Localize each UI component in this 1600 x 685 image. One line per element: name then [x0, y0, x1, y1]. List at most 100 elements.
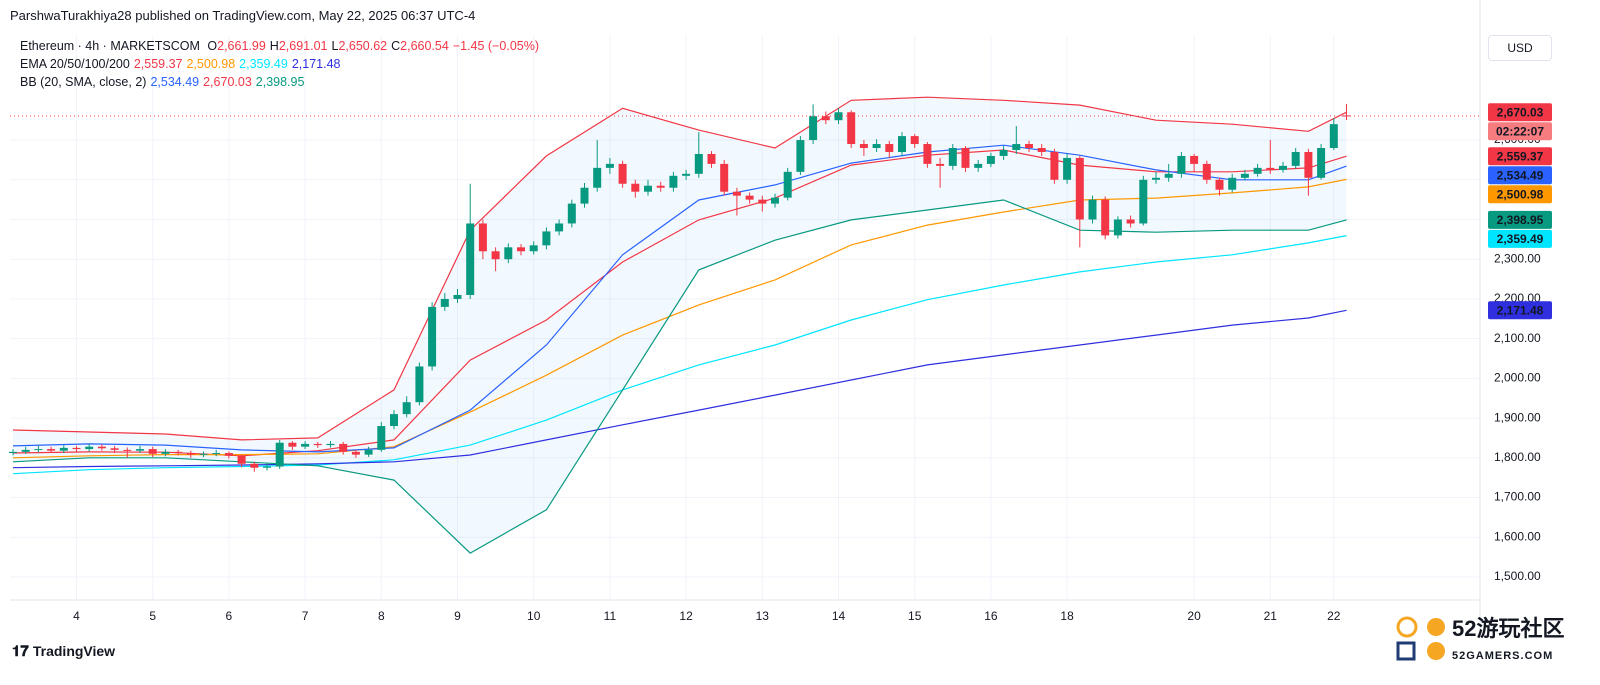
- price-tag: 2,559.37: [1488, 147, 1552, 166]
- price-tag-box: [1488, 147, 1552, 166]
- candle-body: [237, 455, 246, 464]
- candle-body: [72, 447, 81, 450]
- candle-body: [644, 185, 652, 192]
- indicator-value: 2,559.37: [133, 57, 183, 71]
- change: −1.45 (−0.05%): [452, 39, 539, 53]
- candle-body: [1037, 148, 1046, 152]
- candle-body: [110, 448, 119, 450]
- candle-body: [440, 298, 449, 307]
- x-tick-label: 21: [1264, 609, 1278, 623]
- x-tick-label: 7: [302, 609, 309, 623]
- candle-body: [707, 153, 716, 164]
- candle-body: [59, 447, 68, 451]
- candle-body: [123, 449, 132, 451]
- price-tag-box: [1488, 210, 1552, 229]
- watermark-icon: [1427, 642, 1445, 660]
- candle-body: [1152, 177, 1160, 180]
- candle-body: [631, 183, 640, 192]
- candle-body: [859, 144, 868, 149]
- candle-body: [758, 199, 767, 204]
- candle-body: [9, 451, 17, 454]
- candle-body: [1291, 151, 1300, 166]
- ohlc-key: O: [207, 39, 218, 53]
- candle-body: [148, 449, 157, 454]
- candle-body: [821, 116, 830, 121]
- candle-body: [1329, 124, 1338, 149]
- candle-body: [682, 173, 691, 176]
- candle-body: [1025, 144, 1033, 149]
- x-tick-label: 13: [756, 609, 770, 623]
- price-tag: 2,171.48: [1488, 301, 1552, 320]
- price-tag-label: 02:22:07: [1496, 124, 1544, 138]
- indicator-value: 2,534.49: [150, 75, 200, 89]
- candle-body: [250, 463, 259, 468]
- candle-body: [1012, 144, 1021, 150]
- candle-body: [275, 442, 284, 467]
- watermark-icon: [1396, 641, 1416, 661]
- candle-body: [478, 223, 487, 252]
- candle-body: [1101, 199, 1110, 236]
- watermark: 52游玩社区 52GAMERS.COM: [1396, 616, 1564, 662]
- price-tag: 2,500.98: [1488, 185, 1552, 204]
- price-tag-label: 2,171.48: [1497, 303, 1544, 317]
- candle-body: [986, 155, 995, 164]
- candle-body: [745, 195, 754, 200]
- candle-body: [809, 116, 818, 141]
- price-tag: 2,359.49: [1488, 229, 1552, 248]
- candle-body: [339, 443, 348, 452]
- candle-body: [974, 163, 983, 168]
- y-tick-label: 1,600.00: [1494, 529, 1541, 543]
- price-tag: 2,534.49: [1488, 166, 1552, 185]
- price-tag-label: 2,559.37: [1497, 149, 1544, 163]
- legend-main: Ethereum · 4h · MARKETSCOM O2,661.99 H2,6…: [20, 39, 543, 53]
- y-tick-label: 2,300.00: [1494, 251, 1541, 265]
- x-tick-label: 8: [378, 609, 385, 623]
- x-tick-label: 9: [454, 609, 461, 623]
- candle-body: [402, 402, 411, 415]
- candle-body: [1317, 148, 1326, 178]
- candle-body: [313, 443, 322, 446]
- legend-ema: EMA 20/50/100/200 2,559.37 2,500.98 2,359.4…: [20, 57, 345, 71]
- candle-body: [1139, 179, 1148, 224]
- ohlc-value: 2,650.62: [338, 39, 388, 53]
- indicator-line: [12, 96, 1347, 441]
- publish-info: ParshwaTurakhiya28 published on TradingV…: [10, 8, 476, 23]
- price-tag: 2,398.95: [1488, 210, 1552, 229]
- candle-body: [961, 148, 970, 168]
- candle-body: [1177, 155, 1186, 174]
- candle-body: [428, 306, 437, 367]
- candle-body: [732, 191, 741, 196]
- y-tick-label: 2,100.00: [1494, 331, 1541, 345]
- candle-body: [517, 247, 525, 252]
- brand-name: TradingView: [32, 643, 116, 659]
- indicator-line: [12, 178, 1347, 459]
- indicator-title: EMA 20/50/100/200: [20, 57, 130, 71]
- ohlc-key: L: [331, 39, 339, 53]
- candle-body: [351, 451, 360, 455]
- candle-body: [415, 366, 424, 403]
- ohlc-value: 2,691.01: [278, 39, 328, 53]
- y-tick-label: 1,500.00: [1494, 569, 1541, 583]
- candle-body: [1190, 155, 1199, 164]
- candle-body: [529, 245, 538, 252]
- candle-body: [263, 466, 271, 468]
- ohlc-value: 2,661.99: [217, 39, 266, 53]
- candle-body: [1279, 165, 1287, 170]
- price-tag-label: 2,670.03: [1497, 105, 1544, 119]
- legend-bb: BB (20, SMA, close, 2) 2,534.49 2,670.03 2,…: [20, 75, 308, 89]
- indicator-title: BB (20, SMA, close, 2): [20, 75, 147, 89]
- candle-body: [923, 144, 932, 164]
- currency-button[interactable]: USD: [1488, 35, 1552, 61]
- x-tick-label: 5: [149, 609, 156, 623]
- ohlc-key: H: [269, 39, 279, 53]
- candle-body: [910, 136, 919, 145]
- indicator-value: 2,398.95: [255, 75, 305, 89]
- candle-body: [1202, 163, 1211, 180]
- indicator-value: 2,359.49: [239, 57, 288, 71]
- price-tag-label: 2,398.95: [1497, 213, 1544, 227]
- candle-body: [97, 446, 106, 449]
- candle-body: [1228, 177, 1237, 190]
- price-tag-box: [1488, 229, 1552, 248]
- price-tag-label: 2,359.49: [1497, 232, 1544, 246]
